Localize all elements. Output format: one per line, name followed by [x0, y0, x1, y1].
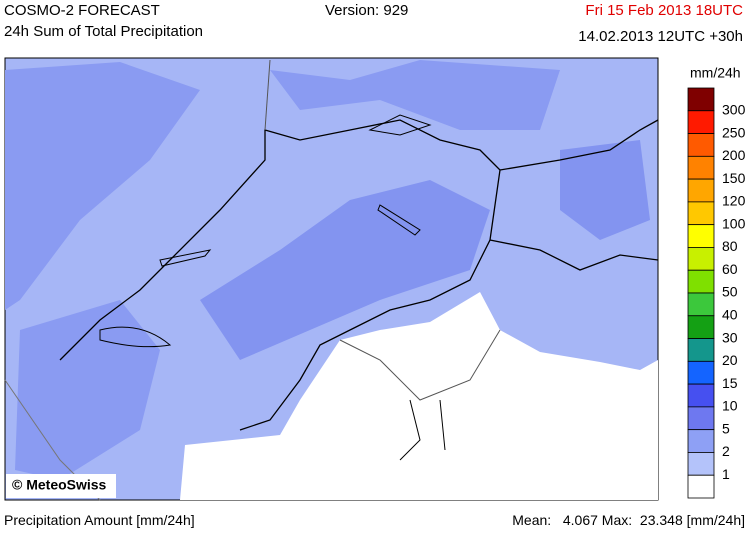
colorbar-label: 15 [722, 375, 738, 391]
mean-value: 4.067 [562, 512, 598, 528]
mean-label: Mean: [512, 512, 552, 528]
colorbar-box [687, 201, 715, 226]
precip-area [5, 62, 200, 310]
colorbar-box [687, 383, 715, 408]
lake [399, 399, 446, 461]
border [339, 329, 501, 401]
colorbar-box [687, 247, 715, 271]
colorbar-label: 1 [722, 466, 730, 482]
colorbar-box [687, 360, 715, 385]
colorbar-label: 150 [722, 170, 746, 186]
unit: [mm/24h] [686, 512, 745, 528]
colorbar-label: 100 [722, 215, 746, 231]
border [264, 59, 271, 131]
colorbar-box [687, 292, 715, 317]
colorbar-label: 120 [722, 193, 746, 209]
run-time: 14.02.2013 12UTC +30h [578, 28, 743, 45]
dry-area [180, 292, 658, 500]
precip-area [270, 60, 560, 130]
version: Version: 929 [325, 2, 409, 19]
country-border [59, 119, 501, 431]
colorbar-label: 30 [722, 329, 738, 345]
colorbar-label: 40 [722, 306, 738, 322]
colorbar-box [687, 474, 715, 499]
lake [368, 114, 432, 136]
footer-caption: Precipitation Amount [mm/24h] [4, 512, 195, 528]
colorbar-box [687, 406, 715, 431]
colorbar-label: 50 [722, 284, 738, 300]
max-label: Max: [601, 512, 633, 528]
country-border [499, 119, 659, 171]
colorbar-label: 300 [722, 101, 746, 117]
colorbar-label: 60 [722, 261, 738, 277]
credit: © MeteoSwiss [12, 477, 107, 493]
colorbar-box [687, 133, 715, 157]
colorbar-box [687, 178, 715, 203]
max-value: 23.348 [639, 512, 683, 528]
colorbar-box [687, 110, 715, 134]
colorbar-box [687, 87, 715, 112]
credit-box [6, 474, 116, 498]
colorbar-label: 250 [722, 124, 746, 140]
colorbar-box [687, 269, 715, 294]
lake [99, 326, 172, 348]
colorbar-box [687, 338, 715, 362]
colorbar-box [687, 155, 715, 180]
colorbar-box [687, 315, 715, 339]
colorbar-box [687, 429, 715, 453]
title: COSMO-2 FORECAST [4, 2, 160, 19]
colorbar-label: 10 [722, 398, 738, 414]
colorbar-box [687, 452, 715, 476]
country-border [489, 239, 659, 271]
subtitle: 24h Sum of Total Precipitation [4, 23, 204, 40]
lake [159, 204, 421, 267]
valid-time: Fri 15 Feb 2013 18UTC [585, 2, 743, 19]
colorbar-label: 2 [722, 443, 730, 459]
precip-area [560, 140, 650, 240]
colorbar-label: 200 [722, 147, 746, 163]
legend-unit: mm/24h [690, 65, 741, 81]
colorbar-label: 5 [722, 420, 730, 436]
colorbar-label: 80 [722, 238, 738, 254]
footer-stats: Mean: 4.067 Max: 23.348 [mm/24h] [512, 512, 745, 528]
colorbar-label: 20 [722, 352, 738, 368]
colorbar: 300 250 200 150 120 100 80 60 50 40 30 20 15 10 5 2 1 [687, 87, 746, 499]
precip-area [200, 180, 490, 360]
colorbar-box [687, 224, 715, 248]
